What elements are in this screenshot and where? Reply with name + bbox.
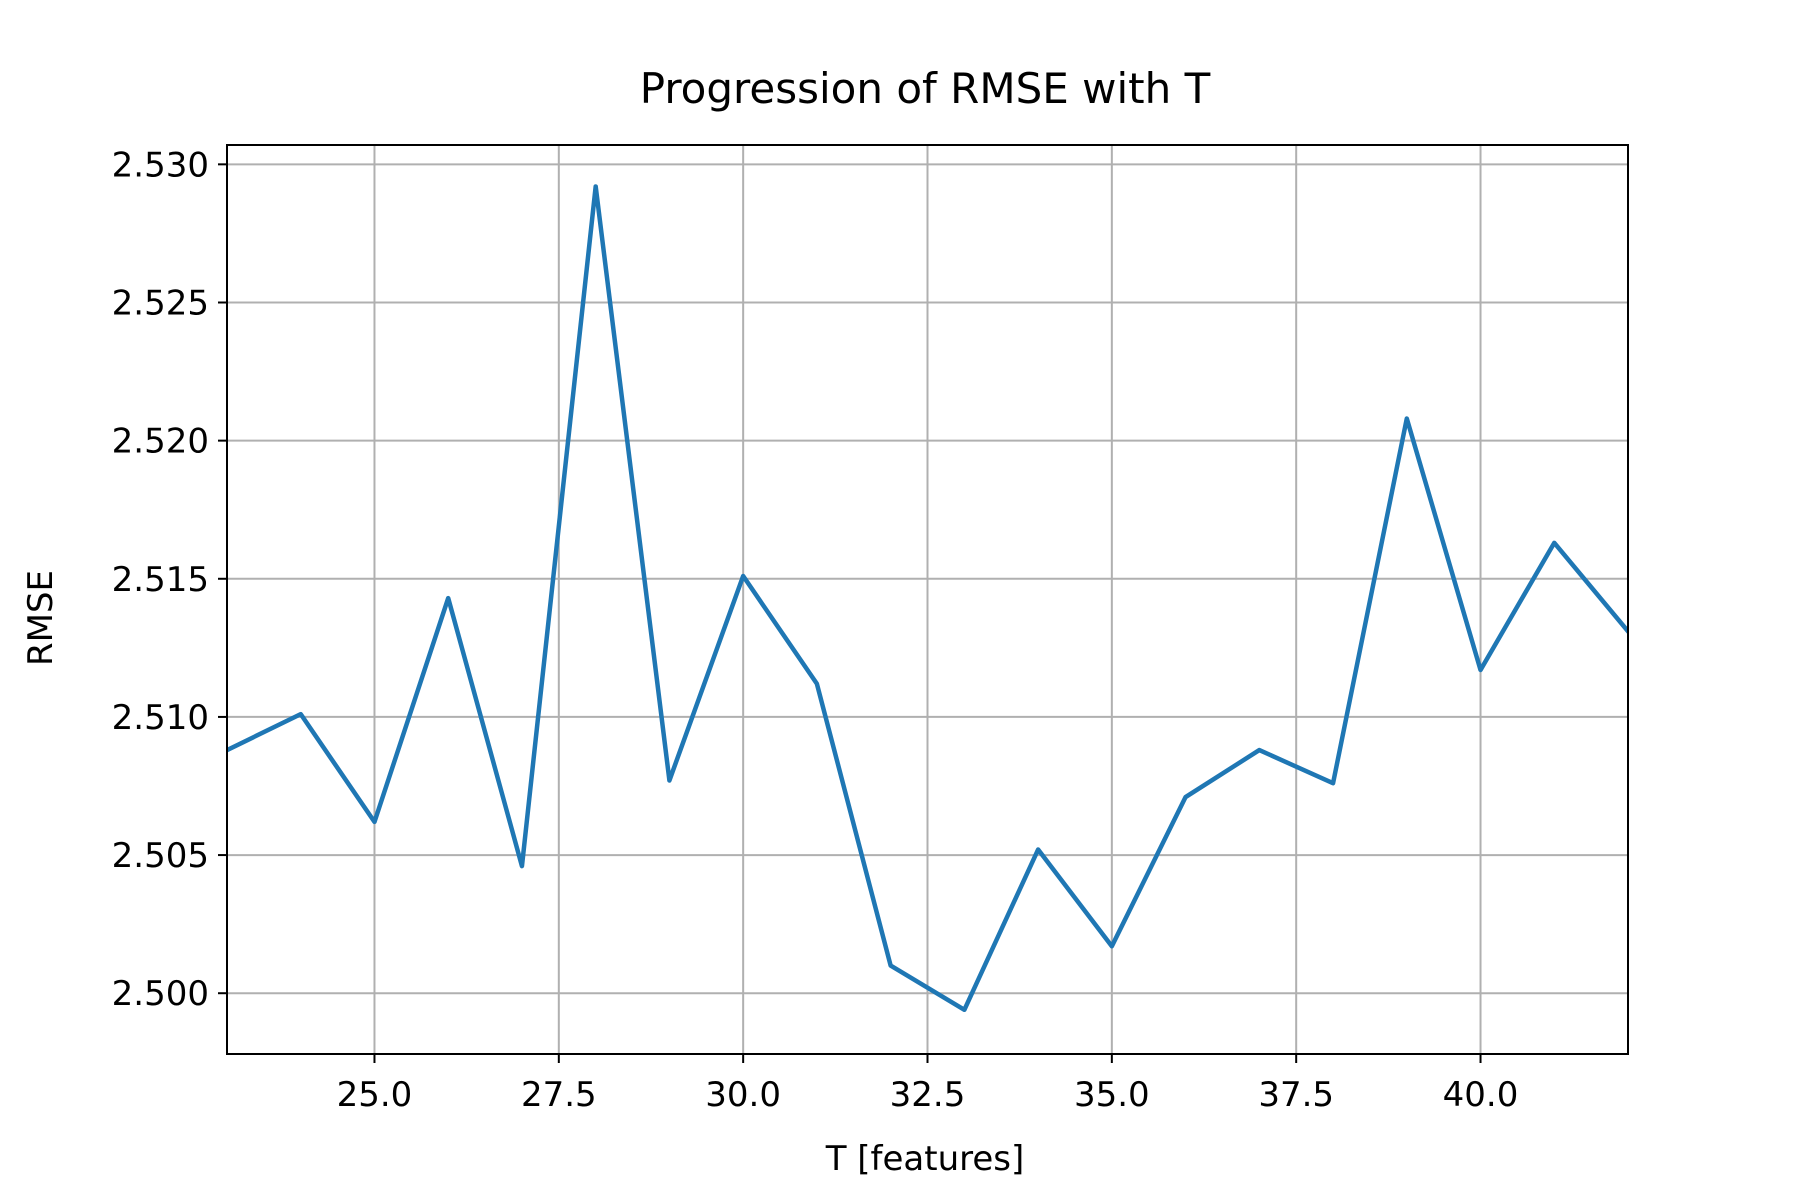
x-tick-label: 25.0 xyxy=(337,1075,413,1115)
x-tick-label: 30.0 xyxy=(705,1075,781,1115)
y-tick-label: 2.525 xyxy=(112,283,209,323)
y-tick-label: 2.510 xyxy=(112,698,209,738)
y-tick-label: 2.520 xyxy=(112,422,209,462)
x-axis-ticks: 25.0 27.5 30.0 32.5 35.0 37.5 40.0 xyxy=(337,1054,1519,1115)
y-tick-label: 2.515 xyxy=(112,560,209,600)
x-tick-label: 27.5 xyxy=(521,1075,597,1115)
x-tick-label: 40.0 xyxy=(1443,1075,1519,1115)
y-axis-ticks: 2.500 2.505 2.510 2.515 2.520 2.525 2.530 xyxy=(112,145,227,1014)
y-axis-label: RMSE xyxy=(21,570,61,666)
y-tick-label: 2.505 xyxy=(112,836,209,876)
y-tick-label: 2.530 xyxy=(112,145,209,185)
x-axis-label: T [features] xyxy=(825,1139,1025,1179)
series-layer xyxy=(227,184,1628,1013)
x-tick-label: 35.0 xyxy=(1074,1075,1150,1115)
y-tick-label: 2.500 xyxy=(112,974,209,1014)
grid xyxy=(227,145,1628,1054)
series-line xyxy=(227,184,1628,1013)
x-tick-label: 32.5 xyxy=(890,1075,966,1115)
chart-title: Progression of RMSE with T xyxy=(640,64,1211,113)
x-tick-label: 37.5 xyxy=(1258,1075,1334,1115)
